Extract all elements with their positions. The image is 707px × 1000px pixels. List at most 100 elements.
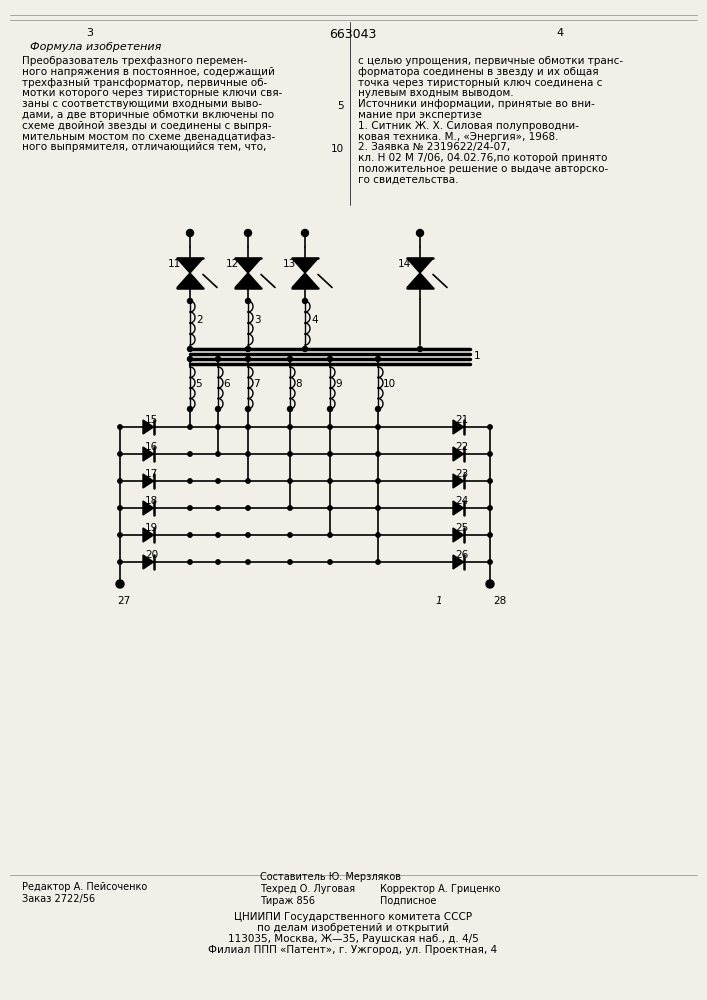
Text: точка через тиристорный ключ соединена с: точка через тиристорный ключ соединена с (358, 78, 602, 88)
Text: 8: 8 (295, 379, 302, 389)
Circle shape (288, 560, 292, 564)
Circle shape (216, 452, 220, 456)
Circle shape (328, 533, 332, 537)
Text: 113035, Москва, Ж—35, Раушская наб., д. 4/5: 113035, Москва, Ж—35, Раушская наб., д. … (228, 934, 479, 944)
Polygon shape (407, 258, 433, 273)
Text: мительным мостом по схеме двенадцатифаз-: мительным мостом по схеме двенадцатифаз- (22, 132, 275, 142)
Circle shape (376, 479, 380, 483)
Circle shape (245, 347, 250, 352)
Text: 2: 2 (196, 315, 203, 325)
Text: мание при экспертизе: мание при экспертизе (358, 110, 482, 120)
Text: Тираж 856: Тираж 856 (260, 896, 315, 906)
Circle shape (488, 479, 492, 483)
Polygon shape (453, 501, 464, 515)
Polygon shape (407, 273, 433, 288)
Circle shape (246, 506, 250, 510)
Text: 19: 19 (145, 523, 158, 533)
Text: 20: 20 (145, 550, 158, 560)
Text: 2. Заявка № 2319622/24-07,: 2. Заявка № 2319622/24-07, (358, 142, 510, 152)
Text: 11: 11 (168, 259, 181, 269)
Circle shape (488, 560, 492, 564)
Text: 24: 24 (455, 496, 468, 506)
Polygon shape (235, 258, 261, 273)
Circle shape (188, 506, 192, 510)
Circle shape (416, 230, 423, 236)
Circle shape (488, 533, 492, 537)
Text: 17: 17 (145, 469, 158, 479)
Text: Преобразователь трехфазного перемен-: Преобразователь трехфазного перемен- (22, 56, 247, 66)
Circle shape (488, 452, 492, 456)
Text: с целью упрощения, первичные обмотки транс-: с целью упрощения, первичные обмотки тра… (358, 56, 623, 66)
Circle shape (328, 479, 332, 483)
Circle shape (328, 452, 332, 456)
Text: положительное решение о выдаче авторско-: положительное решение о выдаче авторско- (358, 164, 608, 174)
Circle shape (188, 560, 192, 564)
Text: форматора соединены в звезду и их общая: форматора соединены в звезду и их общая (358, 67, 599, 77)
Circle shape (288, 357, 293, 361)
Circle shape (245, 298, 250, 304)
Circle shape (118, 506, 122, 510)
Circle shape (245, 357, 250, 361)
Polygon shape (143, 420, 153, 434)
Polygon shape (143, 474, 153, 488)
Circle shape (187, 357, 192, 361)
Circle shape (246, 452, 250, 456)
Circle shape (486, 580, 494, 588)
Text: 16: 16 (145, 442, 158, 452)
Circle shape (376, 506, 380, 510)
Polygon shape (177, 258, 203, 273)
Text: 14: 14 (398, 259, 411, 269)
Polygon shape (177, 273, 203, 288)
Circle shape (328, 506, 332, 510)
Text: 5: 5 (337, 101, 344, 111)
Circle shape (375, 357, 380, 361)
Text: Филиал ППП «Патент», г. Ужгород, ул. Проектная, 4: Филиал ППП «Патент», г. Ужгород, ул. Про… (209, 945, 498, 955)
Circle shape (288, 506, 292, 510)
Circle shape (116, 580, 124, 588)
Circle shape (216, 506, 220, 510)
Circle shape (376, 452, 380, 456)
Text: 10: 10 (383, 379, 396, 389)
Text: заны с соответствующими входными выво-: заны с соответствующими входными выво- (22, 99, 262, 109)
Circle shape (187, 347, 192, 352)
Circle shape (375, 406, 380, 412)
Circle shape (328, 425, 332, 429)
Text: 15: 15 (145, 415, 158, 425)
Circle shape (118, 479, 122, 483)
Circle shape (328, 560, 332, 564)
Text: 13: 13 (283, 259, 296, 269)
Circle shape (246, 479, 250, 483)
Polygon shape (453, 528, 464, 542)
Circle shape (327, 357, 332, 361)
Circle shape (118, 560, 122, 564)
Circle shape (288, 533, 292, 537)
Text: 3: 3 (254, 315, 261, 325)
Circle shape (216, 533, 220, 537)
Text: 27: 27 (117, 596, 130, 606)
Text: 1. Ситник Ж. Х. Силовая полупроводни-: 1. Ситник Ж. Х. Силовая полупроводни- (358, 121, 579, 131)
Polygon shape (453, 474, 464, 488)
Circle shape (187, 298, 192, 304)
Circle shape (216, 560, 220, 564)
Text: Заказ 2722/56: Заказ 2722/56 (22, 894, 95, 904)
Polygon shape (235, 273, 261, 288)
Text: Подписное: Подписное (380, 896, 436, 906)
Circle shape (118, 533, 122, 537)
Circle shape (216, 479, 220, 483)
Circle shape (288, 452, 292, 456)
Text: 22: 22 (455, 442, 468, 452)
Text: 6: 6 (223, 379, 230, 389)
Circle shape (216, 425, 220, 429)
Circle shape (246, 425, 250, 429)
Text: Корректор А. Гриценко: Корректор А. Гриценко (380, 884, 501, 894)
Circle shape (488, 425, 492, 429)
Circle shape (246, 560, 250, 564)
Text: 25: 25 (455, 523, 468, 533)
Text: 18: 18 (145, 496, 158, 506)
Text: Редактор А. Пейсоченко: Редактор А. Пейсоченко (22, 882, 147, 892)
Text: мотки которого через тиристорные ключи свя-: мотки которого через тиристорные ключи с… (22, 88, 282, 98)
Text: Источники информации, принятые во вни-: Источники информации, принятые во вни- (358, 99, 595, 109)
Polygon shape (453, 447, 464, 461)
Text: 23: 23 (455, 469, 468, 479)
Circle shape (245, 406, 250, 412)
